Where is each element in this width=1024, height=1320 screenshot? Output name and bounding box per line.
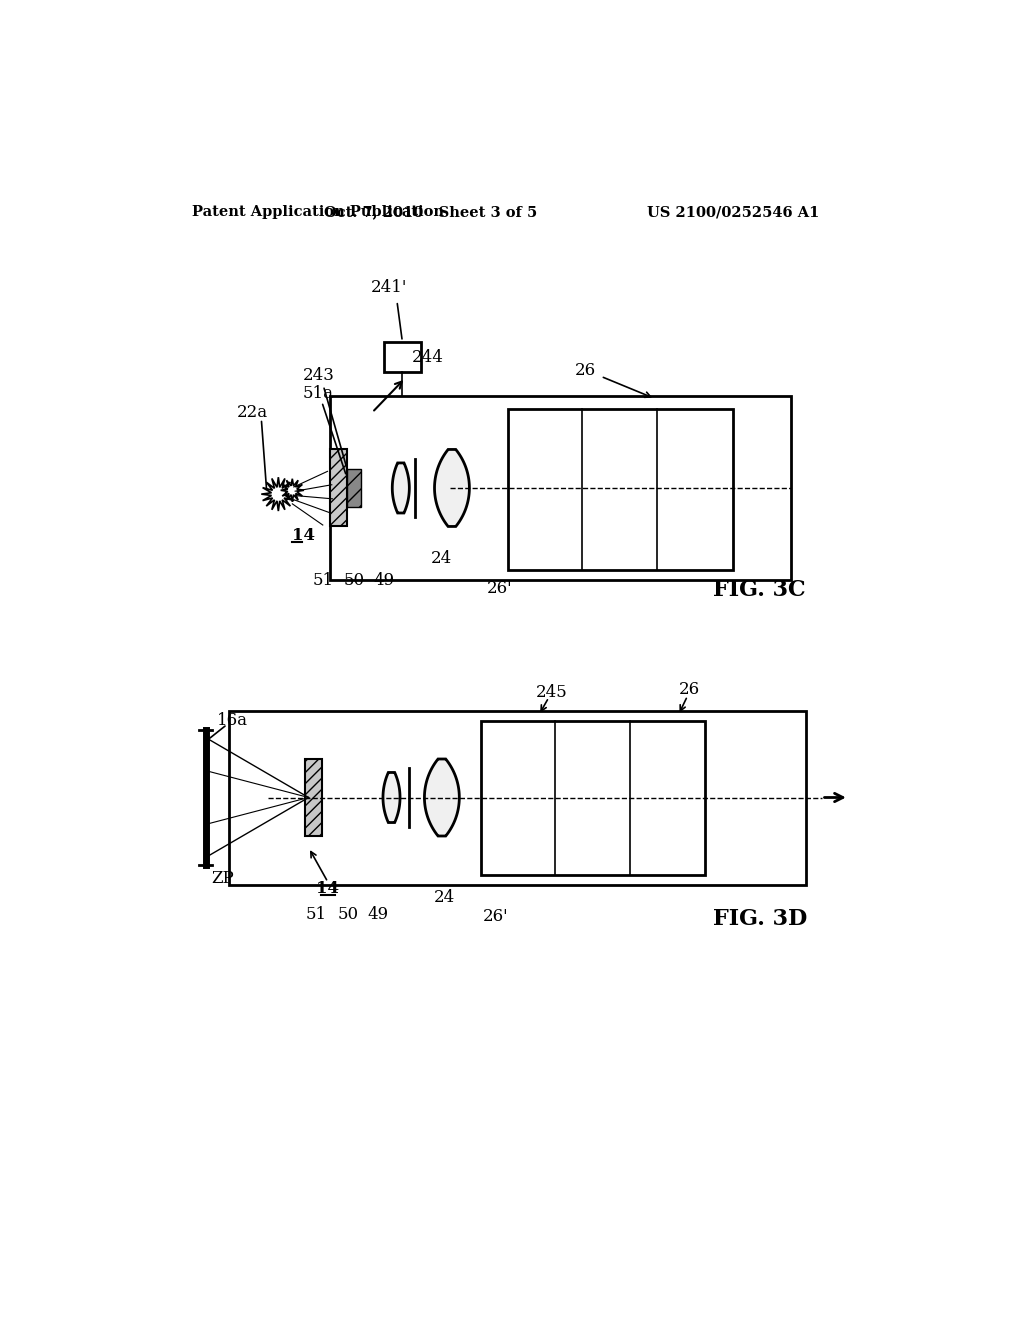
Text: 26': 26' <box>487 579 513 597</box>
Text: 241': 241' <box>371 280 407 296</box>
Text: 14: 14 <box>316 880 339 896</box>
Polygon shape <box>424 759 460 836</box>
Text: 24: 24 <box>431 550 453 568</box>
Text: 50: 50 <box>344 572 365 589</box>
Text: 24: 24 <box>433 890 455 906</box>
Polygon shape <box>330 449 346 527</box>
Polygon shape <box>384 342 421 372</box>
Text: 14: 14 <box>292 527 315 544</box>
Text: 22a: 22a <box>237 404 267 421</box>
Text: 26': 26' <box>483 908 509 925</box>
Text: FIG. 3C: FIG. 3C <box>713 578 806 601</box>
Polygon shape <box>305 759 322 836</box>
Text: 50: 50 <box>338 906 358 923</box>
Text: Patent Application Publication: Patent Application Publication <box>191 206 443 219</box>
Text: ZP: ZP <box>212 870 234 887</box>
Text: 51: 51 <box>306 906 327 923</box>
Text: 245: 245 <box>536 684 567 701</box>
Text: 243: 243 <box>302 367 334 384</box>
Text: 26: 26 <box>679 681 700 698</box>
Text: 49: 49 <box>367 906 388 923</box>
Text: 51: 51 <box>312 572 334 589</box>
Polygon shape <box>383 772 400 822</box>
Polygon shape <box>346 469 360 507</box>
Text: 26: 26 <box>574 362 596 379</box>
Text: 244: 244 <box>412 348 443 366</box>
Text: Oct. 7, 2010   Sheet 3 of 5: Oct. 7, 2010 Sheet 3 of 5 <box>324 206 537 219</box>
Text: 51a: 51a <box>302 384 334 401</box>
Polygon shape <box>261 478 295 511</box>
Text: 49: 49 <box>373 572 394 589</box>
Text: FIG. 3D: FIG. 3D <box>713 908 807 931</box>
Polygon shape <box>434 449 469 527</box>
Polygon shape <box>281 479 304 502</box>
Text: 16a: 16a <box>217 711 248 729</box>
Text: US 2100/0252546 A1: US 2100/0252546 A1 <box>647 206 819 219</box>
Polygon shape <box>392 463 410 513</box>
